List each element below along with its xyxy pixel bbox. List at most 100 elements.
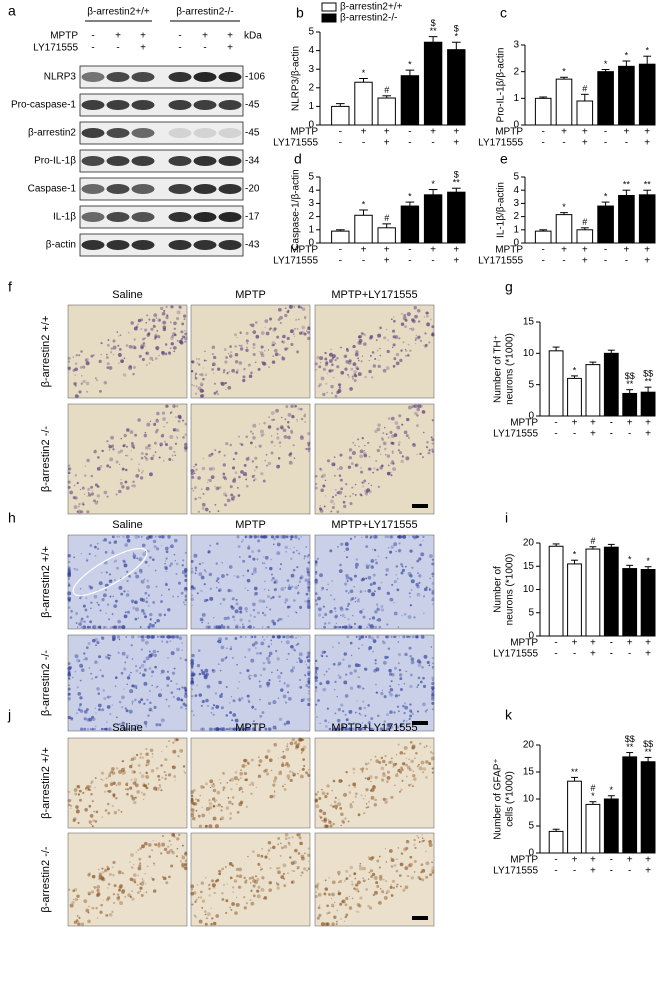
stain-dot <box>382 772 385 775</box>
treatment-label: MPTP <box>510 638 538 649</box>
stain-dot <box>125 611 127 613</box>
stain-dot <box>287 615 289 617</box>
stain-dot <box>160 636 162 638</box>
stain-dot <box>391 417 395 421</box>
stain-dot <box>149 362 151 364</box>
stain-dot <box>127 893 130 896</box>
stain-dot <box>204 674 207 677</box>
stain-dot <box>360 768 362 770</box>
stain-dot <box>197 799 200 802</box>
stain-dot <box>154 335 157 338</box>
stain-dot <box>251 573 253 575</box>
stain-dot <box>202 613 206 617</box>
stain-dot <box>112 626 115 629</box>
stain-dot <box>93 450 96 453</box>
stain-dot <box>131 897 134 900</box>
treatment-sign: - <box>610 638 613 649</box>
stain-dot <box>296 419 298 421</box>
stain-dot <box>303 765 305 767</box>
stain-dot <box>253 346 256 349</box>
stain-dot <box>105 551 108 554</box>
stain-dot <box>255 647 257 649</box>
stain-dot <box>232 657 234 659</box>
stain-dot <box>101 450 103 452</box>
stain-dot <box>104 791 106 793</box>
stain-dot <box>386 713 389 716</box>
stain-dot <box>290 405 293 408</box>
stain-dot <box>268 702 271 705</box>
stain-dot <box>88 493 91 496</box>
stain-dot <box>315 895 318 898</box>
stain-dot <box>432 603 433 604</box>
treatment-label: LY171555 <box>493 649 538 660</box>
stain-dot <box>146 636 148 638</box>
stain-dot <box>165 443 168 446</box>
stain-dot <box>215 692 217 694</box>
stain-dot <box>384 695 387 698</box>
stain-dot <box>123 373 126 376</box>
stain-dot <box>152 454 154 456</box>
treatment-sign: - <box>554 429 557 440</box>
stain-dot <box>238 885 242 889</box>
stain-dot <box>349 866 353 870</box>
stain-dot <box>296 350 299 353</box>
stain-dot <box>146 364 148 366</box>
stain-dot <box>141 609 145 613</box>
stain-dot <box>78 622 82 626</box>
stain-dot <box>422 536 424 538</box>
stain-dot <box>391 858 395 862</box>
stain-dot <box>132 703 133 704</box>
stain-dot <box>288 697 292 701</box>
stain-dot <box>194 498 196 500</box>
stain-dot <box>358 446 359 447</box>
stain-dot <box>388 547 390 549</box>
stain-dot <box>286 684 290 688</box>
stain-dot <box>264 581 265 582</box>
stain-dot <box>416 424 419 427</box>
stain-dot <box>124 434 127 437</box>
stain-dot <box>255 335 259 339</box>
stain-dot <box>240 769 241 770</box>
stain-dot <box>99 872 102 875</box>
stain-dot <box>372 616 375 619</box>
stain-dot <box>107 705 111 709</box>
stain-dot <box>355 484 356 485</box>
treatment-sign: - <box>554 649 557 660</box>
stain-dot <box>242 626 245 629</box>
blot-band <box>169 240 192 250</box>
stain-dot <box>362 771 363 772</box>
stain-dot <box>213 617 214 618</box>
stain-dot <box>254 587 258 591</box>
stain-dot <box>231 719 233 721</box>
stain-dot <box>345 916 347 918</box>
stain-dot <box>97 456 100 459</box>
stain-dot <box>211 475 215 479</box>
stain-dot <box>242 791 244 793</box>
stain-dot <box>90 486 93 489</box>
stain-dot <box>191 570 194 573</box>
stain-dot <box>344 617 345 618</box>
stain-dot <box>338 383 341 386</box>
stain-dot <box>135 783 139 787</box>
treatment-sign: + <box>645 418 651 429</box>
stain-dot <box>249 877 252 880</box>
stain-dot <box>227 372 229 374</box>
blot-band <box>169 156 192 166</box>
stain-dot <box>254 478 257 481</box>
stain-dot <box>148 319 150 321</box>
stain-dot <box>355 563 359 567</box>
stain-dot <box>204 351 206 353</box>
stain-dot <box>90 728 92 730</box>
stain-dot <box>250 635 253 638</box>
stain-dot <box>164 758 167 761</box>
stain-dot <box>337 469 338 470</box>
stain-dot <box>125 455 126 456</box>
stain-dot <box>271 452 274 455</box>
stain-dot <box>307 659 310 662</box>
stain-dot <box>202 503 206 507</box>
stain-dot <box>345 574 349 578</box>
stain-dot <box>142 552 146 556</box>
y-tick-label: 5 <box>308 172 314 183</box>
stain-dot <box>416 454 417 455</box>
stain-dot <box>137 324 139 326</box>
